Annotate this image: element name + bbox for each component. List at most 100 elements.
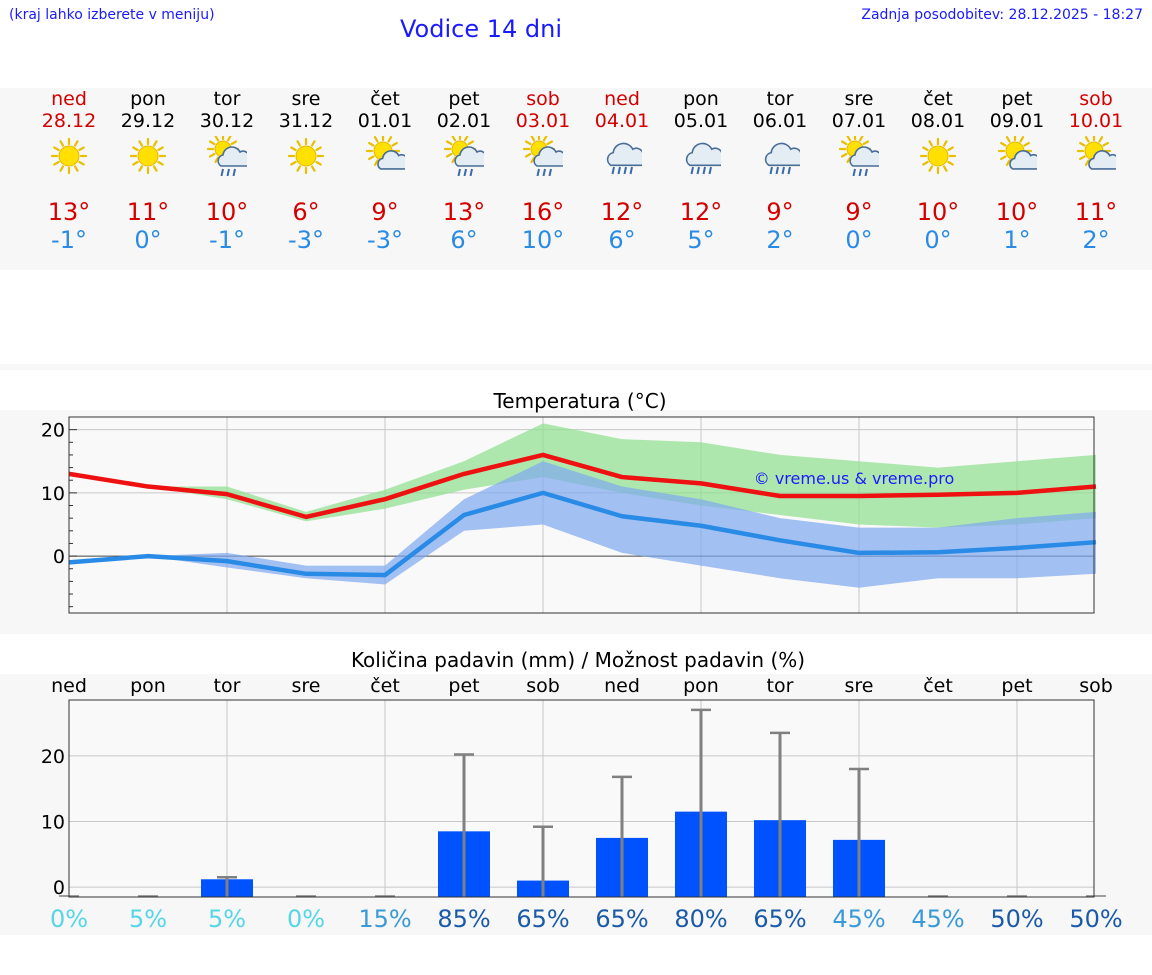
- min-temperature: 5°: [687, 226, 715, 254]
- y-tick-label: 10: [41, 811, 65, 833]
- plot-frame: [68, 416, 1095, 614]
- min-temperature: 0°: [134, 226, 162, 254]
- max-temperature: 11°: [1074, 198, 1118, 226]
- day-label: pon: [130, 675, 166, 697]
- location-hint-link[interactable]: (kraj lahko izberete v meniju): [9, 7, 215, 23]
- min-temperature: 6°: [608, 226, 636, 254]
- max-temperature: 12°: [679, 198, 723, 226]
- sun-icon: [287, 137, 325, 175]
- day-date: 09.01: [989, 110, 1045, 132]
- max-temperature: 12°: [600, 198, 644, 226]
- min-temperature: -1°: [51, 226, 87, 254]
- last-updated: Zadnja posodobitev: 28.12.2025 - 18:27: [861, 7, 1143, 23]
- day-label: ned: [51, 675, 87, 697]
- y-tick-label: 20: [41, 420, 65, 442]
- max-temperature: 6°: [292, 198, 320, 226]
- min-temperature: -3°: [288, 226, 324, 254]
- probability-label: 65%: [516, 905, 569, 933]
- day-name: ned: [51, 88, 87, 110]
- day-label: sre: [845, 675, 874, 697]
- watermark: © vreme.us & vreme.pro: [754, 469, 955, 488]
- max-temperature: 13°: [442, 198, 486, 226]
- min-temperature: 1°: [1003, 226, 1031, 254]
- probability-label: 0%: [50, 905, 88, 933]
- precipitation-bars: [59, 708, 1106, 897]
- probability-label: 0%: [287, 905, 325, 933]
- sun-icon: [50, 137, 88, 175]
- day-date: 05.01: [673, 110, 729, 132]
- probability-label: 45%: [911, 905, 964, 933]
- day-date: 10.01: [1068, 110, 1124, 132]
- sun-icon: [919, 137, 957, 175]
- max-temperature-line: [68, 452, 1097, 520]
- plot-area: [69, 700, 1094, 897]
- day-date: 07.01: [831, 110, 887, 132]
- sun-cloud-rain-icon: [839, 136, 879, 176]
- temperature-lines: [68, 452, 1097, 578]
- max-temperature: 9°: [371, 198, 399, 226]
- probability-label: 80%: [674, 905, 727, 933]
- day-name: pet: [1001, 88, 1033, 110]
- day-name: tor: [213, 88, 241, 110]
- probability-label: 50%: [1069, 905, 1122, 933]
- precipitation-grid: [69, 700, 1094, 897]
- day-date: 28.12: [41, 110, 97, 132]
- max-temperature: 9°: [845, 198, 873, 226]
- precipitation-chart-title: Količina padavin (mm) / Možnost padavin …: [351, 648, 805, 672]
- day-label: pet: [448, 675, 479, 697]
- day-name: pon: [683, 88, 719, 110]
- min-temperature: 6°: [450, 226, 478, 254]
- temperature-chart: Temperatura (°C) 0 10 20 © vreme.us & vrem…: [41, 389, 1097, 614]
- probability-label: 65%: [753, 905, 806, 933]
- sun-icon: [129, 137, 167, 175]
- day-date: 08.01: [910, 110, 966, 132]
- min-temperature-line: [68, 490, 1097, 578]
- day-name: sob: [526, 88, 560, 110]
- temperature-chart-title: Temperatura (°C): [492, 389, 666, 413]
- probability-label: 45%: [832, 905, 885, 933]
- max-temperature: 13°: [47, 198, 91, 226]
- day-label: pet: [1001, 675, 1032, 697]
- probability-label: 15%: [358, 905, 411, 933]
- max-temperature: 10°: [916, 198, 960, 226]
- forecast-strip-background: [0, 88, 1152, 270]
- day-label: pon: [683, 675, 719, 697]
- min-temperature: -1°: [209, 226, 245, 254]
- min-temperature: 10°: [521, 226, 565, 254]
- probability-label: 5%: [129, 905, 167, 933]
- cloud-rain-icon: [606, 142, 642, 176]
- probability-label: 65%: [595, 905, 648, 933]
- divider: [0, 364, 1152, 370]
- temperature-bands: [69, 423, 1096, 588]
- day-date: 01.01: [357, 110, 413, 132]
- day-label: čet: [370, 675, 400, 697]
- probability-label: 5%: [208, 905, 246, 933]
- day-label: sob: [526, 675, 560, 697]
- day-name: čet: [370, 88, 400, 110]
- sun-cloud-icon: [365, 136, 405, 170]
- min-temperature: -3°: [367, 226, 403, 254]
- day-label: čet: [923, 675, 953, 697]
- day-date: 06.01: [752, 110, 808, 132]
- day-date: 31.12: [278, 110, 334, 132]
- day-name: sre: [291, 88, 321, 110]
- precipitation-chart: Količina padavin (mm) / Možnost padavin …: [41, 648, 1123, 933]
- min-temperature: 2°: [766, 226, 794, 254]
- cloud-rain-icon: [764, 142, 800, 176]
- day-name: sob: [1079, 88, 1113, 110]
- temperature-y-axis: 0 10 20: [41, 416, 1095, 614]
- sun-cloud-rain-icon: [523, 136, 563, 176]
- day-name: ned: [604, 88, 640, 110]
- min-temperature: 2°: [1082, 226, 1110, 254]
- y-tick-label: 0: [53, 546, 65, 568]
- day-name: pet: [448, 88, 480, 110]
- day-label: tor: [767, 675, 794, 697]
- precipitation-probabilities: 0% 5% 5% 0% 15% 85% 65% 65% 80% 65% 45% 45% 50% 50%: [50, 905, 1123, 933]
- sun-cloud-icon: [1076, 136, 1116, 170]
- cloud-rain-icon: [685, 142, 721, 176]
- max-temperature: 11°: [126, 198, 170, 226]
- max-temperature: 10°: [995, 198, 1039, 226]
- day-name: pon: [130, 88, 166, 110]
- plot-frame: [68, 699, 1095, 898]
- max-temperature: 16°: [521, 198, 565, 226]
